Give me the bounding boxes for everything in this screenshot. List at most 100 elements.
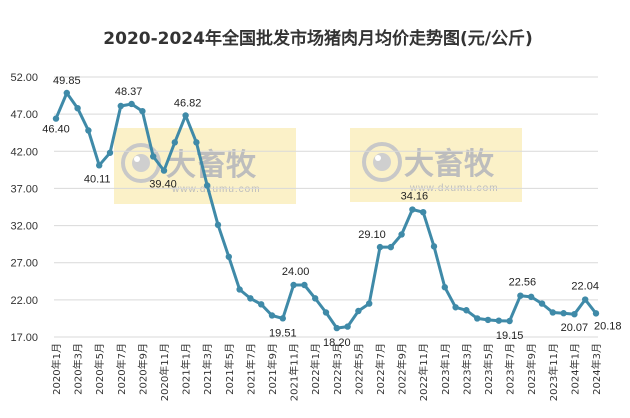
x-tick-label: 2022年1月: [309, 343, 322, 395]
data-label: 24.00: [282, 266, 310, 278]
data-label: 22.04: [571, 281, 599, 293]
data-point: [538, 300, 546, 307]
data-label: 40.11: [84, 173, 111, 185]
data-point: [484, 316, 492, 324]
x-tick-label: 2023年9月: [525, 343, 538, 395]
data-label: 39.40: [149, 179, 177, 191]
data-point: [74, 105, 81, 112]
x-tick-label: 2021年3月: [201, 343, 214, 395]
data-point: [592, 310, 600, 317]
data-point: [420, 209, 427, 216]
x-tick-label: 2021年11月: [288, 343, 301, 401]
data-point: [258, 301, 265, 308]
x-tick-label: 2020年5月: [93, 343, 106, 395]
data-point: [322, 309, 330, 316]
x-tick-label: 2023年11月: [547, 343, 560, 401]
data-label: 46.40: [42, 124, 70, 136]
chart-title: 2020-2024年全国批发市场猪肉月均价走势图(元/公斤): [103, 28, 532, 49]
y-tick-label: 37.00: [10, 183, 38, 195]
y-tick-label: 52.00: [10, 72, 38, 84]
x-tick-label: 2021年7月: [244, 343, 257, 395]
data-label: 20.18: [594, 320, 622, 332]
data-point: [160, 167, 168, 174]
data-label: 49.85: [53, 75, 81, 87]
y-tick-label: 17.00: [10, 332, 38, 344]
data-point: [560, 310, 567, 317]
data-point: [85, 127, 92, 134]
data-point: [193, 139, 200, 146]
data-point: [150, 153, 157, 160]
data-point: [387, 243, 394, 251]
y-tick-label: 47.00: [10, 109, 38, 121]
x-tick-label: 2020年7月: [115, 343, 128, 395]
data-point: [63, 89, 70, 97]
watermark-right: 大畜牧 www.dxumu.com: [350, 128, 522, 202]
x-tick-label: 2021年1月: [180, 343, 193, 395]
data-point: [106, 149, 114, 156]
x-tick-label: 2023年7月: [504, 343, 517, 395]
x-tick-label: 2022年3月: [331, 343, 344, 395]
data-label: 34.16: [401, 191, 429, 203]
data-point: [463, 307, 470, 314]
data-point: [441, 284, 448, 291]
data-point: [52, 115, 60, 122]
y-tick-label: 32.00: [10, 221, 38, 233]
x-tick-label: 2021年5月: [223, 343, 236, 395]
data-point: [128, 100, 135, 108]
x-tick-label: 2023年5月: [482, 343, 495, 395]
data-point: [171, 139, 178, 146]
y-tick-label: 27.00: [10, 258, 38, 270]
data-point: [376, 243, 384, 251]
data-label: 29.10: [358, 229, 386, 241]
data-point: [290, 281, 297, 289]
gridlines: [54, 76, 598, 338]
data-point: [279, 315, 286, 322]
data-point: [474, 315, 481, 322]
data-label: 20.07: [561, 322, 589, 334]
watermark-logo-text: 大畜牧: [166, 148, 257, 183]
x-tick-label: 2020年9月: [136, 343, 149, 395]
x-tick-label: 2024年3月: [590, 343, 603, 395]
x-tick-label: 2023年1月: [439, 343, 452, 395]
camera-lens-icon: [362, 142, 402, 182]
x-tick-label: 2022年11月: [417, 343, 430, 401]
x-tick-label: 2022年9月: [396, 343, 409, 395]
data-point: [204, 182, 211, 189]
data-label: 19.51: [269, 327, 297, 339]
data-point: [225, 253, 232, 260]
data-label: 19.15: [496, 330, 524, 342]
data-point: [495, 317, 502, 324]
x-tick-label: 2024年1月: [568, 343, 581, 395]
watermark-left: 大畜牧 www.dxumu.com: [114, 128, 296, 204]
data-point: [333, 324, 340, 332]
data-point: [247, 295, 254, 302]
watermark-logo-text: 大畜牧: [404, 147, 495, 182]
y-tick-label: 42.00: [10, 146, 38, 158]
x-tick-label: 2022年7月: [374, 343, 387, 395]
data-point: [214, 221, 222, 229]
y-tick-label: 22.00: [10, 295, 38, 307]
x-tick-label: 2020年11月: [158, 343, 171, 401]
x-tick-label: 2023年3月: [460, 343, 473, 395]
data-point: [517, 292, 524, 299]
x-tick-label: 2021年9月: [266, 343, 279, 395]
data-label: 18.20: [323, 337, 351, 349]
y-axis-ticks: 52.00 47.00 42.00 37.00 32.00 27.00 22.00 17.00: [10, 72, 38, 344]
data-point: [312, 295, 319, 302]
data-label: 22.56: [509, 277, 537, 289]
data-point: [506, 317, 513, 325]
series-markers: [52, 89, 600, 332]
data-point: [96, 162, 103, 169]
data-point: [582, 296, 589, 303]
data-labels: 46.40 49.85 40.11 48.37 39.40 46.82 19.51 24.00…: [42, 75, 621, 349]
data-point: [430, 243, 438, 250]
data-point: [409, 206, 416, 213]
data-point: [182, 112, 189, 119]
data-point: [355, 307, 362, 315]
data-point: [236, 286, 243, 293]
data-point: [549, 309, 556, 316]
data-point: [452, 304, 459, 311]
data-point: [344, 323, 351, 330]
x-tick-label: 2020年1月: [50, 343, 63, 395]
